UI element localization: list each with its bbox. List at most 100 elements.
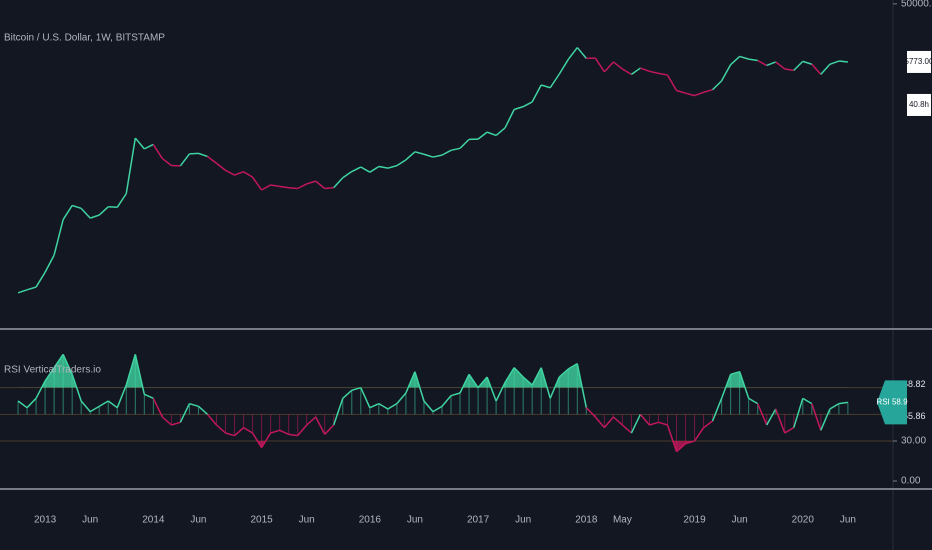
- price-line-segment: [522, 101, 533, 108]
- price-line-segment: [270, 184, 280, 188]
- rsi-line-segment: [549, 376, 560, 399]
- rsi-line-segment: [306, 416, 317, 426]
- price-line-segment: [35, 271, 46, 288]
- price-line-segment: [775, 61, 786, 70]
- price-line-segment: [730, 55, 741, 66]
- x-tick-label: Jun: [515, 515, 531, 526]
- rsi-line-segment: [639, 413, 651, 426]
- rsi-line-segment: [423, 400, 434, 413]
- rsi-line-segment: [649, 421, 659, 426]
- x-tick-label: Jun: [299, 515, 315, 526]
- rsi-line-segment: [297, 424, 308, 437]
- price-line-segment: [189, 152, 199, 155]
- y-tick-label: 50000.00: [901, 0, 932, 10]
- rsi-line-segment: [811, 403, 822, 431]
- y-tick-label: 0.00: [901, 476, 921, 487]
- x-tick-label: Jun: [840, 515, 856, 526]
- price-line-segment: [71, 204, 82, 210]
- price-line-segment: [793, 60, 804, 71]
- price-line-segment: [712, 80, 723, 91]
- price-line-segment: [676, 89, 686, 94]
- price-line-segment: [450, 147, 461, 152]
- rsi-line-segment: [720, 374, 732, 399]
- x-tick-label: 2017: [467, 515, 490, 526]
- rsi-line-segment: [576, 363, 588, 408]
- rsi-line-segment: [504, 367, 515, 383]
- price-line-segment: [387, 164, 398, 169]
- rsi-line-segment: [152, 398, 164, 418]
- x-tick-label: 2016: [359, 515, 382, 526]
- x-tick-label: Jun: [190, 515, 206, 526]
- rsi-line-segment: [414, 371, 425, 402]
- rsi-line-segment: [793, 398, 804, 428]
- rsi-line-segment: [621, 424, 632, 434]
- price-line-segment: [134, 137, 145, 150]
- rsi-line-segment: [225, 432, 235, 437]
- rsi-line-segment: [288, 433, 298, 437]
- rsi-line-segment: [369, 402, 380, 409]
- price-line-segment: [405, 151, 416, 161]
- price-line-segment: [513, 105, 524, 111]
- rsi-line-segment: [585, 407, 596, 418]
- rsi-line-segment: [333, 398, 344, 426]
- price-line-segment: [838, 60, 848, 63]
- price-line-segment: [558, 59, 569, 75]
- rsi-line-segment: [116, 384, 127, 408]
- rsi-line-segment: [260, 432, 272, 449]
- price-line-segment: [17, 289, 28, 294]
- price-line-segment: [766, 61, 777, 67]
- price-line-segment: [80, 207, 91, 219]
- rsi-line-segment: [459, 374, 470, 394]
- price-line-segment: [179, 153, 191, 167]
- x-tick-label: May: [613, 515, 632, 526]
- rsi-line-segment: [612, 416, 623, 426]
- rsi-last-label: RSI 58.9: [876, 397, 908, 406]
- rsi-line-segment: [603, 416, 614, 429]
- rsi-line-segment: [711, 398, 723, 422]
- rsi-line-segment: [738, 371, 750, 399]
- rsi-line-segment: [342, 389, 353, 399]
- rsi-line-segment: [206, 413, 218, 426]
- price-line-segment: [802, 60, 813, 65]
- x-tick-label: Jun: [407, 515, 423, 526]
- rsi-line-segment: [486, 376, 497, 402]
- price-line-segment: [216, 162, 226, 171]
- price-line-segment: [351, 166, 362, 173]
- price-line-segment: [306, 180, 316, 185]
- price-line-segment: [567, 47, 578, 60]
- price-line-segment: [685, 92, 695, 97]
- price-line-segment: [297, 183, 308, 190]
- rsi-line-segment: [17, 400, 28, 409]
- x-tick-label: 2018: [575, 515, 598, 526]
- rsi-line-segment: [829, 403, 840, 410]
- rsi-line-segment: [71, 374, 82, 402]
- price-line-segment: [369, 165, 380, 173]
- price-line-segment: [504, 109, 515, 129]
- rsi-line-segment: [685, 440, 695, 445]
- price-line-segment: [360, 166, 371, 173]
- rsi-line-segment: [676, 443, 687, 453]
- rsi-line-segment: [838, 401, 849, 405]
- rsi-line-segment: [378, 403, 389, 410]
- last-price-label: 5773.00: [905, 57, 932, 66]
- rsi-line-segment: [360, 387, 371, 408]
- rsi-line-segment: [522, 376, 533, 386]
- rsi-line-segment: [324, 424, 335, 435]
- price-line-segment: [288, 187, 298, 190]
- rsi-line-segment: [171, 421, 181, 426]
- price-line-segment: [44, 254, 55, 273]
- price-line-segment: [622, 68, 632, 76]
- x-tick-label: Jun: [82, 515, 98, 526]
- rsi-line-segment: [179, 403, 191, 423]
- rsi-line-segment: [53, 353, 64, 369]
- rsi-line-segment: [144, 393, 154, 400]
- price-line-segment: [649, 70, 659, 75]
- price-line-segment: [720, 64, 732, 82]
- rsi-line-segment: [820, 408, 831, 431]
- y-tick-label: 30.00: [901, 436, 926, 447]
- price-line-segment: [378, 165, 389, 169]
- rsi-line-segment: [387, 403, 398, 410]
- overbought-fill: [41, 354, 746, 388]
